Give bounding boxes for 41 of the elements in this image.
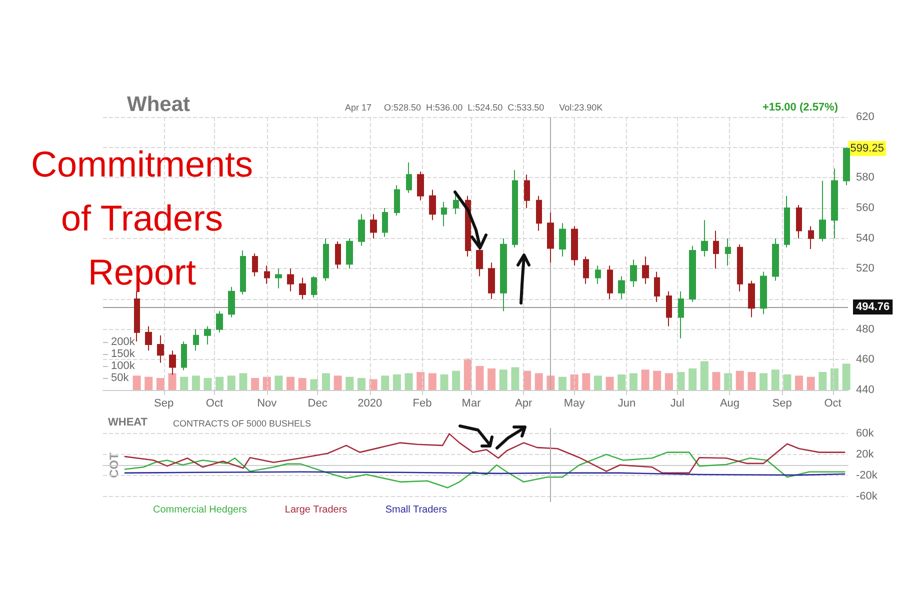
- x-tick-label: Dec: [308, 398, 328, 410]
- chart-title: WHEAT: [108, 416, 148, 428]
- x-tick-label: Oct: [206, 398, 224, 410]
- y-tick-label: -60k: [856, 490, 878, 503]
- x-tick-label: Sep: [154, 398, 174, 410]
- y-tick-label: 520: [856, 262, 874, 275]
- x-tick-label: Mar: [462, 398, 482, 410]
- y-tick-label: 150k: [111, 348, 136, 360]
- y-tick-label: 540: [856, 232, 874, 244]
- y-tick-label: 200k: [111, 336, 136, 348]
- y-tick-label: 480: [856, 323, 874, 336]
- x-tick-label: Jun: [618, 398, 636, 410]
- x-tick-label: Sep: [772, 398, 792, 410]
- x-tick-label: Jul: [670, 398, 684, 410]
- y-tick-label: 440: [856, 384, 874, 396]
- chart-subtitle: CONTRACTS OF 5000 BUSHELS: [173, 418, 312, 428]
- text: Small Traders: [385, 504, 448, 516]
- text: +15.00 (2.57%): [762, 102, 838, 114]
- y-tick-label: -20k: [856, 470, 878, 482]
- text: Apr 17 O:528.50 H:536.00 L:524.50 C:533.50 Vol:23.90K: [345, 102, 603, 112]
- text: Large Traders: [284, 504, 348, 516]
- y-tick-label: 50k: [111, 372, 130, 384]
- y-tick-label: 560: [856, 202, 874, 214]
- x-tick-label: May: [564, 398, 586, 410]
- x-tick-label: Nov: [257, 398, 278, 410]
- y-tick-label: 580: [856, 172, 874, 184]
- y-tick-label: 60k: [856, 427, 874, 440]
- x-tick-label: Aug: [720, 398, 740, 410]
- y-tick-label: 20k: [856, 448, 874, 460]
- x-tick-label: Oct: [824, 398, 842, 410]
- y-tick-label: 100k: [111, 360, 136, 372]
- annotation: 599.25: [850, 142, 884, 154]
- y-tick-label: 460: [856, 354, 874, 366]
- chart-title: Wheat: [127, 93, 190, 116]
- y-tick-label: 620: [856, 111, 874, 123]
- annotation: Commitments of Traders Report: [30, 144, 254, 292]
- ref-line-label: 494.76: [856, 300, 890, 313]
- x-tick-label: Feb: [412, 398, 432, 410]
- x-tick-label: 2020: [358, 398, 382, 410]
- x-tick-label: Apr: [515, 398, 533, 410]
- text: Commercial Hedgers: [153, 504, 247, 516]
